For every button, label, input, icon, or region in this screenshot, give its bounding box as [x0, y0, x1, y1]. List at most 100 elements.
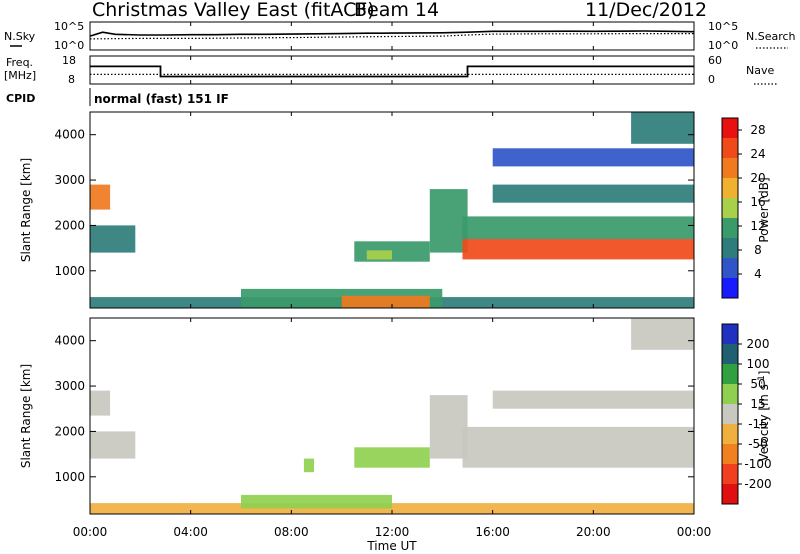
- power-y-axis: 1000 2000 3000 4000: [54, 128, 694, 278]
- frequency-series: [90, 65, 694, 78]
- velocity-region-10: [631, 318, 694, 350]
- power-colorbar-segment-1: [722, 118, 738, 139]
- power-colorbar-segment-4: [722, 178, 738, 199]
- x-tick-label-3: 12:00: [375, 525, 410, 539]
- velocity-colorbar-segment-3: [722, 364, 738, 385]
- power-region-5: [90, 225, 136, 253]
- power-colorbar-segment-8: [722, 258, 738, 279]
- power-colorbar-tick-label-1: 8: [754, 243, 762, 257]
- y-tick-label-3000: 3000: [54, 173, 85, 187]
- nave-tick-top: 60: [708, 54, 722, 67]
- velocity-region-2: [241, 494, 392, 509]
- power-colorbar-segment-5: [722, 198, 738, 219]
- y-tick-label-2000: 2000: [54, 218, 85, 232]
- beam-label: Beam 14: [354, 0, 439, 21]
- velocity-region-6: [354, 447, 430, 468]
- freq-label-1: Freq.: [6, 56, 33, 69]
- velocity-region-8: [462, 426, 694, 468]
- velocity-region-7: [429, 395, 468, 459]
- power-colorbar-tick-label-6: 28: [750, 123, 765, 137]
- velocity-colorbar-tick-label-7: -200: [744, 477, 771, 491]
- power-colorbar-tick-label-2: 12: [750, 219, 765, 233]
- velocity-colorbar-segment-5: [722, 404, 738, 425]
- velocity-y-axis: 1000 2000 3000 4000: [54, 334, 694, 484]
- date-label: 11/Dec/2012: [585, 0, 707, 21]
- noise-lines: [89, 30, 695, 40]
- x-tick-label-1: 04:00: [173, 525, 208, 539]
- power-panel: 1000 2000 3000 4000 Slant Range [km] 4 8 12 16…: [19, 111, 771, 309]
- noise-left-tick-bottom: 10^0: [54, 39, 84, 52]
- y-tick-label-1000: 1000: [54, 264, 85, 278]
- velocity-colorbar: 200 100 50 15 -15 -50 -100 -200: [721, 323, 772, 505]
- cpid-panel: CPID normal (fast) 151 IF: [6, 88, 229, 106]
- noise-series-1: [89, 30, 695, 37]
- velocity-region-9: [492, 390, 694, 409]
- power-colorbar-tick-label-0: 4: [754, 267, 762, 281]
- frequency-panel: Freq. [MHz] 18 8 60 0 Nave: [4, 54, 778, 86]
- frequency-lines: [90, 65, 694, 78]
- cpid-value: normal (fast) 151 IF: [94, 92, 229, 106]
- y-tick-label-2000: 2000: [54, 424, 85, 438]
- nave-label: Nave: [746, 64, 774, 77]
- power-colorbar-tick-label-5: 24: [750, 147, 765, 161]
- time-axis-label: Time UT: [366, 539, 417, 553]
- noise-right-label: N.Search: [746, 30, 796, 43]
- x-tick-label-5: 20:00: [576, 525, 611, 539]
- velocity-colorbar-segment-9: [722, 484, 738, 505]
- velocity-colorbar-segment-6: [722, 424, 738, 445]
- power-region-9: [462, 239, 694, 260]
- time-axis: 00:00 04:00 08:00 12:00 16:00 20:00 00:00: [73, 22, 712, 539]
- velocity-region-3: [90, 390, 111, 416]
- power-colorbar-segment-3: [722, 158, 738, 179]
- velocity-colorbar-frame: [721, 323, 739, 505]
- power-region-13: [631, 112, 694, 144]
- figure-title: Christmas Valley East (fitACF): [92, 0, 375, 21]
- power-panel-frame: [89, 111, 695, 309]
- power-region-7: [366, 250, 392, 260]
- noise-left-label: N.Sky: [4, 30, 36, 43]
- noise-panel: N.Sky 10^5 10^0 10^5 10^0 N.Search: [4, 20, 796, 52]
- velocity-colorbar-tick-label-1: 100: [747, 357, 770, 371]
- velocity-colorbar-tick-label-2: 50: [750, 377, 765, 391]
- power-region-12: [492, 148, 694, 167]
- power-region-3: [341, 295, 430, 309]
- power-y-label: Slant Range [km]: [19, 158, 33, 262]
- velocity-colorbar-tick-label-4: -15: [748, 417, 768, 431]
- nave-tick-bottom: 0: [708, 73, 715, 86]
- y-tick-label-1000: 1000: [54, 470, 85, 484]
- x-tick-label-6: 00:00: [677, 525, 712, 539]
- y-tick-label-4000: 4000: [54, 334, 85, 348]
- noise-right-tick-top: 10^5: [708, 20, 738, 33]
- power-cells: [90, 112, 694, 309]
- power-region-6: [354, 241, 430, 262]
- x-tick-label-2: 08:00: [274, 525, 309, 539]
- velocity-colorbar-label: Velocity [m s-1]: [757, 371, 771, 462]
- power-colorbar-segment-9: [722, 278, 738, 299]
- power-colorbar: 4 8 12 16 20 24 28: [721, 117, 766, 299]
- velocity-colorbar-segment-2: [722, 344, 738, 365]
- velocity-colorbar-segment-1: [722, 324, 738, 345]
- velocity-region-5: [303, 458, 314, 473]
- power-region-10: [462, 216, 694, 240]
- velocity-cells: [90, 318, 694, 514]
- power-region-11: [492, 184, 694, 203]
- x-tick-label-4: 16:00: [475, 525, 510, 539]
- power-region-4: [90, 184, 111, 210]
- power-colorbar-segment-6: [722, 218, 738, 239]
- velocity-region-4: [90, 431, 136, 459]
- power-colorbar-tick-label-4: 20: [750, 171, 765, 185]
- velocity-colorbar-segment-8: [722, 464, 738, 485]
- power-colorbar-segment-2: [722, 138, 738, 159]
- y-tick-label-4000: 4000: [54, 128, 85, 142]
- noise-left-tick-top: 10^5: [54, 20, 84, 33]
- freq-label-2: [MHz]: [4, 69, 36, 82]
- velocity-colorbar-segment-7: [722, 444, 738, 465]
- power-colorbar-label: Power [dB]: [757, 177, 771, 242]
- freq-tick-bottom: 8: [68, 73, 75, 86]
- power-colorbar-frame: [721, 117, 739, 299]
- velocity-region-1: [90, 503, 694, 514]
- noise-series-2: [89, 32, 694, 40]
- velocity-colorbar-tick-label-3: 15: [750, 397, 765, 411]
- power-colorbar-segment-7: [722, 238, 738, 259]
